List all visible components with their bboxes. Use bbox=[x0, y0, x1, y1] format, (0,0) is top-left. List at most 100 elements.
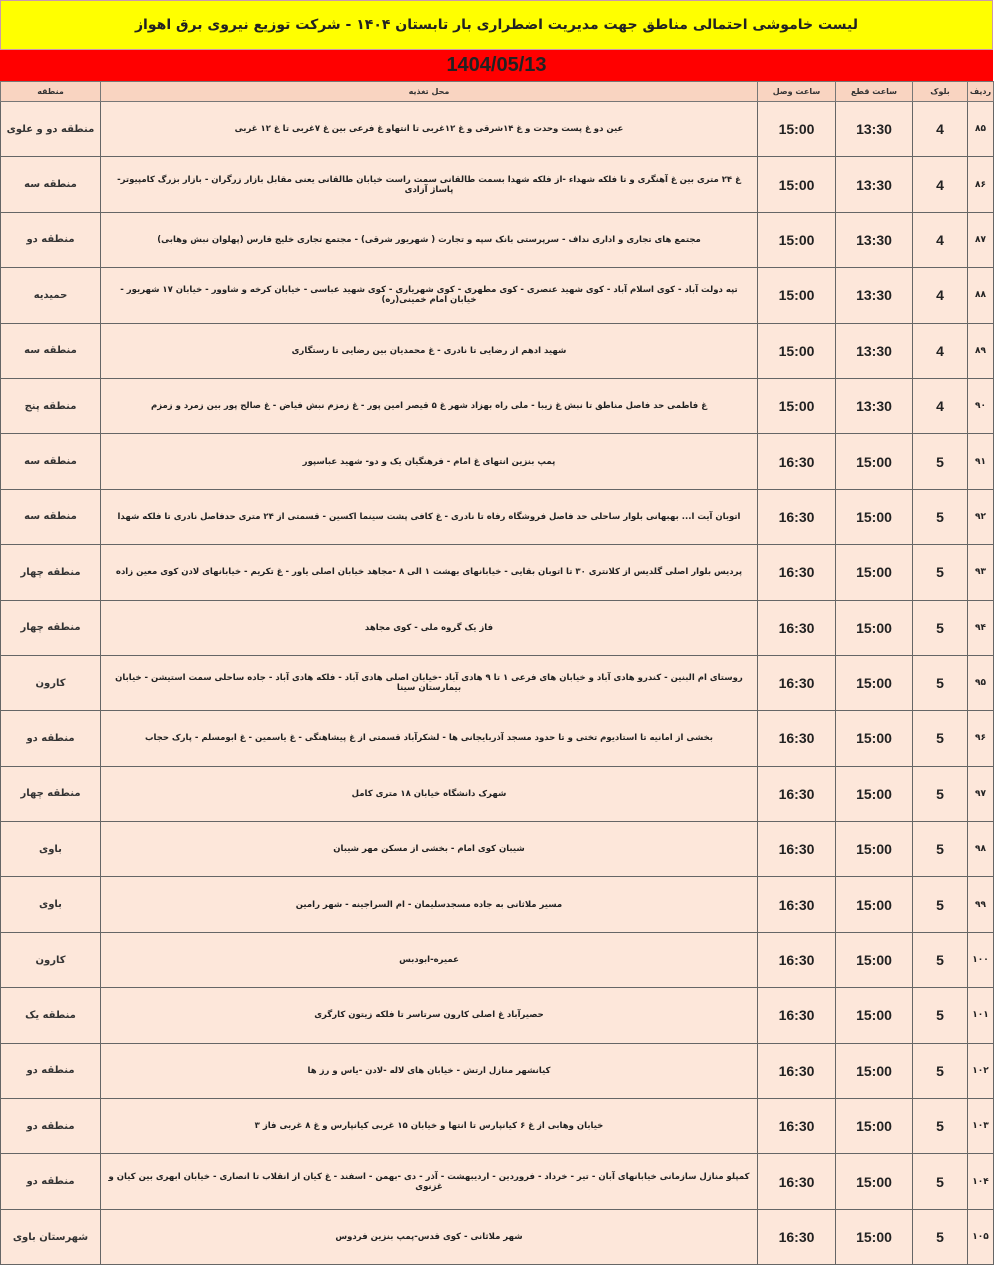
table-row: ۹۵ 5 15:00 16:30 روستای ام البنین - کندرو ها… bbox=[0, 654, 994, 712]
row-number: ۸۷ bbox=[967, 211, 994, 269]
reconnect-time-cell: 16:30 bbox=[757, 821, 836, 878]
reconnect-time-cell: 16:30 bbox=[757, 433, 836, 490]
cut-time-cell: 15:00 bbox=[835, 931, 913, 989]
block-cell: 4 bbox=[912, 267, 968, 324]
block-cell: 5 bbox=[912, 765, 968, 823]
cut-time-cell: 13:30 bbox=[835, 322, 913, 379]
block-cell: 5 bbox=[912, 1042, 968, 1100]
block-cell: 5 bbox=[912, 654, 968, 712]
table-row: ۸۶ 4 13:30 15:00 غ ۲۴ متری بین غ آهنگری و تا… bbox=[0, 156, 994, 213]
reconnect-time-cell: 16:30 bbox=[757, 876, 836, 933]
table-row: ۹۴ 5 15:00 16:30 فاز یک گروه ملی - کوی مجاهد… bbox=[0, 599, 994, 656]
cut-time-cell: 15:00 bbox=[835, 1153, 913, 1210]
location-cell: غ فاطمی حد فاصل مناطق تا نبش غ زیبا - مل… bbox=[100, 377, 758, 435]
reconnect-time-cell: 15:00 bbox=[757, 377, 836, 435]
table-row: ۹۹ 5 15:00 16:30 مسیر ملاثانی به جاده مسجدسل… bbox=[0, 876, 994, 933]
reconnect-time-cell: 16:30 bbox=[757, 654, 836, 712]
table-row: ۸۷ 4 13:30 15:00 مجتمع های تجاری و اداری ندا… bbox=[0, 211, 994, 269]
header-row-number: ردیف bbox=[967, 81, 994, 102]
cut-time-cell: 15:00 bbox=[835, 821, 913, 878]
outage-schedule-table: ردیف بلوک ساعت قطع ساعت وصل محل تغذیه من… bbox=[0, 81, 994, 1266]
table-row: ۹۱ 5 15:00 16:30 پمپ بنزین انتهای غ امام - ف… bbox=[0, 433, 994, 490]
cut-time-cell: 13:30 bbox=[835, 156, 913, 213]
row-number: ۹۵ bbox=[967, 654, 994, 712]
region-cell: منطقه دو bbox=[0, 710, 101, 767]
table-row: ۱۰۱ 5 15:00 16:30 حصیرآباد غ اصلی کارون سرتا… bbox=[0, 987, 994, 1044]
reconnect-time-cell: 16:30 bbox=[757, 599, 836, 656]
region-cell: منطقه چهار bbox=[0, 765, 101, 823]
header-location: محل تغذیه bbox=[100, 81, 758, 102]
region-cell: منطقه دو bbox=[0, 1042, 101, 1100]
location-cell: مسیر ملاثانی به جاده مسجدسلیمان - ام الس… bbox=[100, 876, 758, 933]
header-reconnect-time: ساعت وصل bbox=[757, 81, 836, 102]
table-row: ۹۷ 5 15:00 16:30 شهرک دانشگاه خیابان ۱۸ متری… bbox=[0, 765, 994, 823]
region-cell: منطقه دو bbox=[0, 1153, 101, 1210]
block-cell: 4 bbox=[912, 377, 968, 435]
row-number: ۸۵ bbox=[967, 100, 994, 158]
location-cell: عین دو غ پست وحدت و غ ۱۴شرقی و غ ۱۲غربی … bbox=[100, 100, 758, 158]
cut-time-cell: 15:00 bbox=[835, 544, 913, 601]
location-cell: غ ۲۴ متری بین غ آهنگری و تا فلکه شهداء -… bbox=[100, 156, 758, 213]
block-cell: 5 bbox=[912, 710, 968, 767]
reconnect-time-cell: 15:00 bbox=[757, 322, 836, 379]
table-row: ۹۲ 5 15:00 16:30 اتوبان آیت ا... بهبهانی بلو… bbox=[0, 488, 994, 546]
row-number: ۸۹ bbox=[967, 322, 994, 379]
cut-time-cell: 15:00 bbox=[835, 987, 913, 1044]
location-cell: شیبان کوی امام - بخشی از مسکن مهر شیبان bbox=[100, 821, 758, 878]
cut-time-cell: 13:30 bbox=[835, 100, 913, 158]
date-banner: 1404/05/13 bbox=[0, 50, 993, 81]
row-number: ۸۶ bbox=[967, 156, 994, 213]
cut-time-cell: 15:00 bbox=[835, 488, 913, 546]
reconnect-time-cell: 16:30 bbox=[757, 1153, 836, 1210]
region-cell: منطقه سه bbox=[0, 433, 101, 490]
row-number: ۸۸ bbox=[967, 267, 994, 324]
reconnect-time-cell: 16:30 bbox=[757, 765, 836, 823]
reconnect-time-cell: 16:30 bbox=[757, 544, 836, 601]
block-cell: 5 bbox=[912, 544, 968, 601]
location-cell: کیانشهر منازل ارتش - خیابان های لاله -لا… bbox=[100, 1042, 758, 1100]
location-cell: روستای ام البنین - کندرو هادی آباد و خیا… bbox=[100, 654, 758, 712]
block-cell: 5 bbox=[912, 433, 968, 490]
region-cell: منطقه سه bbox=[0, 322, 101, 379]
region-cell: منطقه چهار bbox=[0, 544, 101, 601]
row-number: ۹۴ bbox=[967, 599, 994, 656]
location-cell: شهرک دانشگاه خیابان ۱۸ متری کامل bbox=[100, 765, 758, 823]
region-cell: منطقه دو bbox=[0, 1098, 101, 1155]
reconnect-time-cell: 16:30 bbox=[757, 710, 836, 767]
block-cell: 5 bbox=[912, 876, 968, 933]
reconnect-time-cell: 15:00 bbox=[757, 211, 836, 269]
location-cell: کمپلو منازل سازمانی خیابانهای آبان - تیر… bbox=[100, 1153, 758, 1210]
block-cell: 5 bbox=[912, 987, 968, 1044]
row-number: ۱۰۴ bbox=[967, 1153, 994, 1210]
reconnect-time-cell: 16:30 bbox=[757, 488, 836, 546]
row-number: ۱۰۲ bbox=[967, 1042, 994, 1100]
cut-time-cell: 15:00 bbox=[835, 1042, 913, 1100]
cut-time-cell: 13:30 bbox=[835, 267, 913, 324]
block-cell: 5 bbox=[912, 931, 968, 989]
row-number: ۹۳ bbox=[967, 544, 994, 601]
row-number: ۹۰ bbox=[967, 377, 994, 435]
cut-time-cell: 15:00 bbox=[835, 1208, 913, 1266]
location-cell: شهر ملاثانی - کوی قدس-پمپ بنزین فردوس bbox=[100, 1208, 758, 1266]
row-number: ۱۰۵ bbox=[967, 1208, 994, 1266]
table-row: ۸۹ 4 13:30 15:00 شهید ادهم از رضایی تا نادری… bbox=[0, 322, 994, 379]
row-number: ۹۲ bbox=[967, 488, 994, 546]
table-row: ۱۰۳ 5 15:00 16:30 خیابان وهابی از غ ۶ کیانپا… bbox=[0, 1098, 994, 1155]
row-number: ۱۰۱ bbox=[967, 987, 994, 1044]
row-number: ۹۱ bbox=[967, 433, 994, 490]
reconnect-time-cell: 16:30 bbox=[757, 931, 836, 989]
location-cell: پردیس بلوار اصلی گلدیس از کلانتری ۳۰ تا … bbox=[100, 544, 758, 601]
header-cut-time: ساعت قطع bbox=[835, 81, 913, 102]
region-cell: حمیدیه bbox=[0, 267, 101, 324]
reconnect-time-cell: 15:00 bbox=[757, 100, 836, 158]
region-cell: باوی bbox=[0, 876, 101, 933]
row-number: ۹۹ bbox=[967, 876, 994, 933]
region-cell: منطقه پنج bbox=[0, 377, 101, 435]
location-cell: مجتمع های تجاری و اداری نداف - سرپرستی ب… bbox=[100, 211, 758, 269]
reconnect-time-cell: 16:30 bbox=[757, 987, 836, 1044]
block-cell: 4 bbox=[912, 100, 968, 158]
block-cell: 4 bbox=[912, 211, 968, 269]
table-row: ۸۵ 4 13:30 15:00 عین دو غ پست وحدت و غ ۱۴شرق… bbox=[0, 100, 994, 158]
block-cell: 5 bbox=[912, 1098, 968, 1155]
table-row: ۹۰ 4 13:30 15:00 غ فاطمی حد فاصل مناطق تا نب… bbox=[0, 377, 994, 435]
